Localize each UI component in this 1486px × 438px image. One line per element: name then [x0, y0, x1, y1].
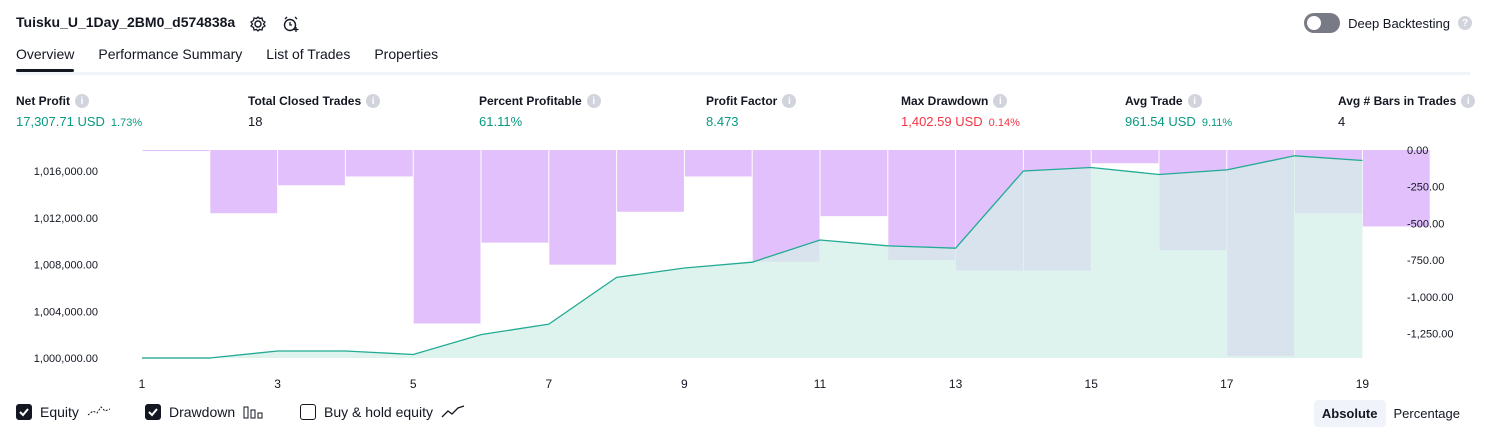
drawdown-bar [413, 150, 481, 324]
info-icon[interactable]: i [782, 94, 797, 108]
buy-hold-label: Buy & hold equity [324, 404, 433, 420]
metric-label: Net Profit [16, 94, 70, 108]
drawdown-bar [820, 150, 888, 217]
metric-label: Avg # Bars in Trades [1338, 94, 1457, 108]
settings-icon[interactable] [248, 14, 268, 34]
drawdown-bar [684, 150, 752, 177]
metric-value: 8.473 [706, 114, 739, 129]
drawdown-bar [345, 150, 413, 177]
metric-avg-trade: Avg Trade i 961.54 USD 9.11% [1125, 94, 1232, 129]
equity-checkbox[interactable] [16, 404, 32, 420]
info-icon[interactable]: i [1461, 94, 1476, 108]
right-axis-tick: -1,000.00 [1407, 292, 1453, 304]
tab-overview[interactable]: Overview [16, 46, 75, 72]
percentage-button[interactable]: Percentage [1393, 406, 1461, 421]
legend-drawdown[interactable]: Drawdown [145, 404, 265, 420]
x-axis-tick: 13 [949, 377, 963, 391]
metric-percent-profitable: Percent Profitable i 61.11% [479, 94, 601, 129]
tab-performance-summary[interactable]: Performance Summary [98, 46, 243, 62]
left-axis-tick: 1,008,000.00 [34, 260, 98, 272]
metric-value: 61.11% [479, 114, 523, 129]
x-axis-tick: 1 [139, 377, 146, 391]
x-axis-tick: 7 [545, 377, 552, 391]
drawdown-bar [1362, 150, 1430, 227]
left-axis-tick: 1,016,000.00 [34, 166, 98, 178]
info-icon[interactable]: i [586, 94, 601, 108]
metric-avg-bars-in-trades: Avg # Bars in Trades i 4 [1338, 94, 1476, 129]
metric-label: Percent Profitable [479, 94, 582, 108]
right-axis-tick: -1,250.00 [1407, 329, 1453, 341]
tab-properties[interactable]: Properties [374, 46, 439, 62]
drawdown-bar [210, 150, 278, 214]
right-axis-tick: -250.00 [1407, 182, 1444, 194]
metric-profit-factor: Profit Factor i 8.473 [706, 94, 797, 129]
drawdown-checkbox[interactable] [145, 404, 161, 420]
view-mode-toggle: Absolute Percentage [1313, 400, 1468, 427]
buy-hold-line-icon [441, 405, 465, 418]
drawdown-bar [142, 150, 210, 151]
equity-label: Equity [40, 404, 79, 420]
deep-backtesting-label: Deep Backtesting [1348, 15, 1450, 31]
legend-equity[interactable]: Equity [16, 404, 111, 420]
drawdown-bars-icon [243, 406, 263, 419]
metric-label: Profit Factor [706, 94, 778, 108]
metric-value: 4 [1338, 114, 1346, 129]
drawdown-label: Drawdown [169, 404, 236, 420]
buy-hold-checkbox[interactable] [300, 404, 316, 420]
drawdown-bar [1091, 150, 1159, 164]
metric-percent: 0.14% [988, 117, 1020, 129]
x-axis-tick: 3 [274, 377, 281, 391]
x-axis-tick: 9 [681, 377, 688, 391]
metric-net-profit: Net Profit i 17,307.71 USD 1.73% [16, 94, 142, 129]
equity-drawdown-chart[interactable]: 1,000,000.00 1,004,000.00 1,008,000.00 1,01… [0, 140, 1486, 395]
right-axis-tick: -500.00 [1407, 218, 1444, 230]
deep-backtesting-toggle[interactable] [1304, 13, 1341, 33]
drawdown-bar [888, 150, 956, 261]
equity-line-icon [87, 406, 111, 416]
strategy-title: Tuisku_U_1Day_2BM0_d574838a [16, 14, 236, 30]
info-icon[interactable]: i [1187, 94, 1202, 108]
tab-list-of-trades[interactable]: List of Trades [266, 46, 351, 62]
metric-label: Total Closed Trades [248, 94, 362, 108]
metric-percent: 1.73% [110, 117, 143, 129]
metric-value: 1,402.59 USD [901, 114, 983, 129]
metric-percent: 9.11% [1201, 117, 1233, 129]
tab-bar: Overview Performance Summary List of Tra… [16, 46, 439, 72]
metric-value: 18 [248, 114, 263, 129]
x-axis-tick: 19 [1356, 377, 1370, 391]
x-axis-tick: 11 [814, 377, 827, 391]
equity-line [142, 155, 1363, 359]
drawdown-bar [549, 150, 617, 265]
absolute-button[interactable]: Absolute [1313, 400, 1386, 427]
drawdown-bar [278, 150, 345, 186]
metric-total-closed-trades: Total Closed Trades i 18 [248, 94, 381, 129]
info-icon[interactable]: i [366, 94, 381, 108]
left-axis-tick: 1,004,000.00 [34, 306, 98, 318]
left-axis-tick: 1,000,000.00 [34, 353, 98, 365]
deep-backtesting-control: Deep Backtesting ? [1304, 13, 1472, 33]
legend-buy-hold[interactable]: Buy & hold equity [300, 404, 465, 420]
left-axis-tick: 1,012,000.00 [34, 213, 98, 225]
metric-value: 961.54 USD [1125, 114, 1196, 129]
help-icon[interactable]: ? [1458, 16, 1472, 30]
right-axis-tick: 0.00 [1407, 145, 1428, 157]
x-axis-tick: 17 [1220, 377, 1234, 391]
x-axis-tick: 15 [1085, 377, 1099, 391]
equity-area [142, 155, 1363, 358]
tab-divider [16, 72, 1470, 75]
right-axis-tick: -750.00 [1407, 255, 1444, 267]
drawdown-bar [617, 150, 684, 212]
drawdown-bar [481, 150, 549, 243]
info-icon[interactable]: i [993, 94, 1008, 108]
add-alert-icon[interactable] [281, 14, 301, 34]
drawdown-bar [752, 150, 820, 262]
info-icon[interactable]: i [75, 94, 89, 108]
x-axis-tick: 5 [410, 377, 417, 391]
metric-max-drawdown: Max Drawdown i 1,402.59 USD 0.14% [901, 94, 1020, 129]
metric-label: Max Drawdown [901, 94, 989, 108]
metric-value: 17,307.71 USD [16, 114, 105, 129]
metric-label: Avg Trade [1125, 94, 1183, 108]
